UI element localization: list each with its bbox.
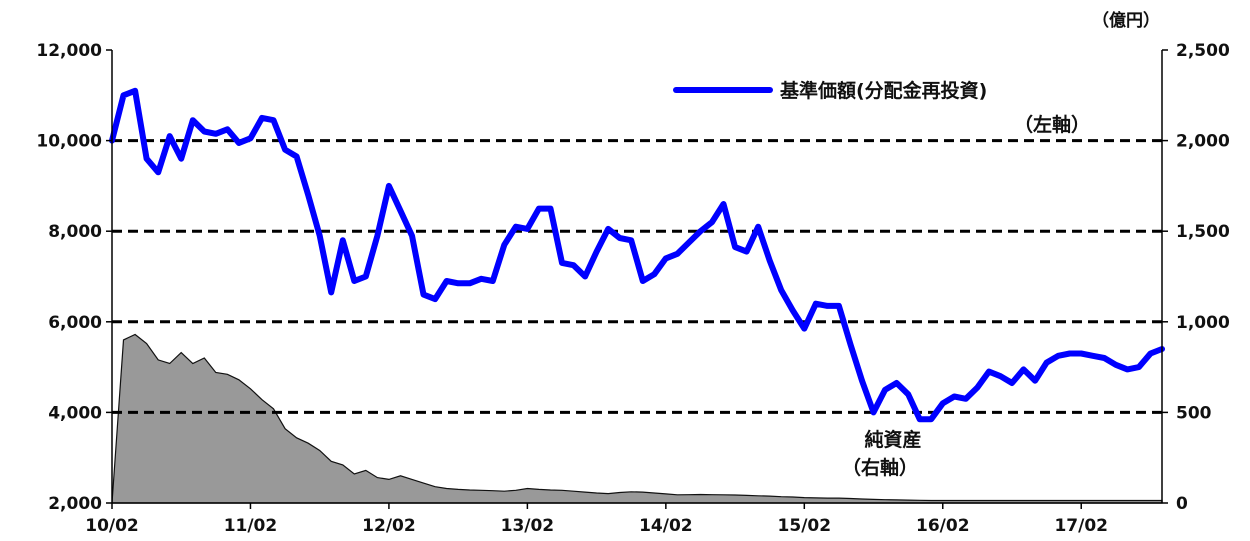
tick-labels-layer: 2,000 4,000 6,000 8,000 10,000 12,000 0 500 1,00… [36, 41, 1230, 536]
legend-label: 基準価額(分配金再投資) [779, 79, 987, 102]
x-tick-label: 13/02 [501, 516, 555, 536]
net-assets-area-layer [111, 333, 1163, 504]
right-tick-label: 500 [1176, 403, 1212, 423]
x-tick-label: 17/02 [1054, 516, 1108, 536]
right-tick-label: 1,000 [1176, 313, 1230, 333]
x-tick-label: 10/02 [85, 516, 139, 536]
left-tick-label: 6,000 [48, 313, 102, 333]
nav-line [109, 87, 1165, 423]
nav-line-layer [109, 87, 1165, 423]
x-tick-label: 16/02 [916, 516, 970, 536]
right-tick-label: 2,000 [1176, 132, 1230, 152]
x-tick-label: 11/02 [224, 516, 278, 536]
left-tick-label: 4,000 [48, 403, 102, 423]
area-annotation-axis-note: （右軸） [842, 456, 918, 479]
left-tick-label: 2,000 [48, 494, 102, 514]
x-tick-label: 15/02 [778, 516, 832, 536]
left-tick-label: 10,000 [36, 132, 102, 152]
left-tick-label: 12,000 [36, 41, 102, 61]
right-tick-label: 0 [1176, 494, 1188, 514]
net-assets-area [111, 333, 1163, 504]
area-annotation-label: 純資産 [864, 428, 921, 451]
x-tick-label: 14/02 [639, 516, 693, 536]
left-tick-label: 8,000 [48, 222, 102, 242]
right-tick-label: 1,500 [1176, 222, 1230, 242]
legend-axis-note: （左軸） [1014, 113, 1090, 136]
right-axis-unit-label: （億円） [1092, 10, 1160, 31]
axes-layer [106, 49, 1168, 509]
right-tick-label: 2,500 [1176, 41, 1230, 61]
x-tick-label: 12/02 [362, 516, 416, 536]
gridlines-layer [112, 139, 1162, 414]
